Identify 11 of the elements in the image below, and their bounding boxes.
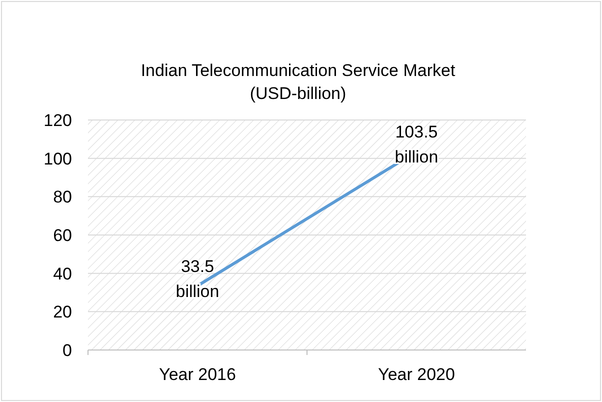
- y-tick-label: 20: [53, 302, 72, 322]
- y-tick-label: 60: [53, 226, 72, 245]
- chart-title: Indian Telecommunication Service Market (USD-billion): [140, 61, 456, 103]
- data-label: 33.5 billion: [176, 256, 220, 301]
- y-tick-label: 120: [44, 110, 72, 130]
- x-tick-label: Year 2020: [378, 365, 455, 384]
- y-tick-label: 40: [53, 264, 72, 284]
- y-tick-label: 80: [53, 188, 72, 207]
- y-tick-label: 100: [44, 149, 72, 168]
- x-tick-label: Year 2016: [159, 365, 236, 384]
- y-tick-label: 0: [62, 340, 72, 360]
